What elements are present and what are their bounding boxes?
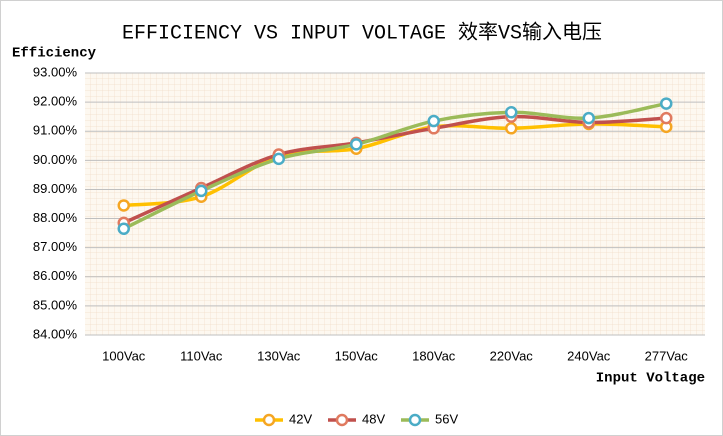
series-line xyxy=(123,122,667,208)
legend-marker xyxy=(262,413,276,427)
x-tick-label: 100Vac xyxy=(102,348,146,363)
data-point xyxy=(427,114,440,128)
y-tick-label: 91.00% xyxy=(33,123,78,138)
data-point xyxy=(660,111,673,125)
data-point xyxy=(195,184,208,198)
data-point xyxy=(272,152,285,166)
chart-title: EFFICIENCY VS INPUT VOLTAGE 效率VS输入电压 xyxy=(122,20,602,45)
legend-label: 48V xyxy=(362,411,385,426)
y-tick-label: 93.00% xyxy=(33,64,78,79)
legend-marker xyxy=(408,413,422,427)
legend-marker xyxy=(335,413,349,427)
data-point xyxy=(505,122,518,135)
x-tick-label: 130Vac xyxy=(257,348,301,363)
legend-label: 42V xyxy=(289,411,312,426)
x-tick-label: 150Vac xyxy=(335,348,379,363)
y-tick-label: 85.00% xyxy=(33,297,78,312)
y-tick-label: 86.00% xyxy=(33,268,78,283)
y-tick-label: 89.00% xyxy=(33,181,78,196)
data-point xyxy=(505,106,518,119)
y-tick-label: 84.00% xyxy=(33,326,78,341)
x-tick-label: 277Vac xyxy=(645,348,689,363)
x-tick-label: 180Vac xyxy=(412,348,456,363)
data-point xyxy=(117,222,130,235)
y-axis-title: Efficiency xyxy=(12,46,97,62)
data-point xyxy=(582,111,595,125)
legend-label: 56V xyxy=(435,411,458,426)
data-point xyxy=(660,97,673,110)
x-tick-label: 220Vac xyxy=(490,348,534,363)
data-point xyxy=(350,138,363,151)
y-tick-label: 87.00% xyxy=(33,239,78,254)
x-tick-label: 240Vac xyxy=(567,348,611,363)
x-tick-label: 110Vac xyxy=(180,348,223,363)
plot-area xyxy=(85,73,705,335)
x-axis-title: Input Voltage xyxy=(596,371,705,387)
data-point xyxy=(117,199,130,212)
y-tick-label: 90.00% xyxy=(33,152,78,167)
y-tick-label: 92.00% xyxy=(33,94,78,109)
y-tick-label: 88.00% xyxy=(33,210,78,225)
